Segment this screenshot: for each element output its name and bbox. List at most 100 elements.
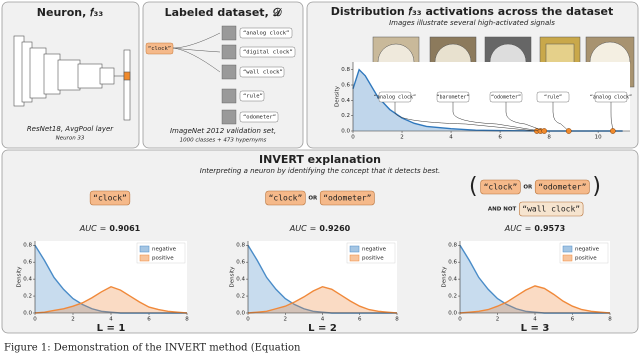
y-axis-label: Density bbox=[442, 266, 448, 288]
y-tick-label: 0.2 bbox=[236, 294, 245, 300]
image-label: “odometer” bbox=[491, 95, 521, 101]
concept-box bbox=[480, 179, 521, 195]
concept-box bbox=[518, 201, 584, 217]
y-tick-label: 0.4 bbox=[448, 277, 457, 283]
operator: OR bbox=[308, 196, 318, 202]
panel-title: INVERT explanation bbox=[259, 153, 381, 166]
concept-label: “clock” bbox=[93, 194, 127, 203]
legend-label: positive bbox=[152, 256, 174, 262]
x-tick-label: 8 bbox=[395, 317, 399, 323]
density-line bbox=[247, 285, 398, 314]
y-tick-label: 0.2 bbox=[23, 294, 32, 300]
x-tick-label: 0 bbox=[351, 135, 355, 141]
y-tick-label: 0.0 bbox=[23, 311, 32, 317]
y-tick-label: 0.8 bbox=[448, 243, 457, 249]
density-line bbox=[34, 285, 188, 314]
label-box bbox=[489, 91, 523, 103]
auc-eq: = bbox=[310, 224, 317, 233]
density-area bbox=[248, 245, 397, 313]
y-tick-label: 0.6 bbox=[23, 260, 32, 266]
y-tick-label: 0.0 bbox=[448, 311, 457, 317]
auc-label: AUC bbox=[504, 224, 522, 233]
activation-point bbox=[609, 128, 616, 134]
operator: ) bbox=[592, 174, 601, 199]
auc: AUC = 0.9573 bbox=[504, 224, 566, 233]
concept-label: “odometer” bbox=[243, 115, 276, 121]
concept-box bbox=[534, 179, 590, 195]
network-diagram bbox=[13, 35, 131, 121]
caption: 1000 classes + 473 hypernyms bbox=[180, 138, 267, 144]
concept-box bbox=[89, 190, 131, 206]
density-area bbox=[35, 245, 187, 313]
concept-box bbox=[319, 190, 375, 206]
x-tick-label: 8 bbox=[547, 135, 551, 141]
image-label: “analog clock” bbox=[374, 95, 416, 101]
image-label: “rule” bbox=[544, 95, 562, 101]
operator: AND NOT bbox=[488, 207, 517, 213]
label-box bbox=[594, 91, 628, 103]
y-tick-label: 0.8 bbox=[236, 243, 245, 249]
panel-title: Labeled dataset, 𝒟 bbox=[165, 6, 283, 19]
y-tick-label: 0.6 bbox=[448, 260, 457, 266]
x-tick-label: 6 bbox=[358, 317, 362, 323]
legend-swatch bbox=[349, 245, 360, 253]
y-tick-label: 0.4 bbox=[341, 98, 350, 104]
operator: ( bbox=[469, 174, 478, 199]
concept-label: “wall clock” bbox=[243, 70, 283, 76]
x-tick-label: 6 bbox=[498, 135, 502, 141]
legend-label: positive bbox=[362, 256, 384, 262]
y-axis-label: Density bbox=[230, 266, 236, 288]
activation-point bbox=[565, 128, 572, 134]
legend-swatch bbox=[562, 245, 573, 253]
auc-value: 0.9061 bbox=[109, 224, 140, 233]
x-tick-label: 2 bbox=[496, 317, 500, 323]
x-tick-label: 0 bbox=[458, 317, 462, 323]
connector bbox=[610, 102, 614, 132]
x-tick-label: 2 bbox=[400, 135, 404, 141]
legend-label: negative bbox=[152, 247, 177, 253]
density-line bbox=[459, 285, 611, 314]
auc-label: AUC bbox=[79, 224, 97, 233]
x-tick-label: 4 bbox=[449, 135, 453, 141]
legend-label: negative bbox=[362, 247, 387, 253]
x-tick-label: 2 bbox=[71, 317, 75, 323]
connector bbox=[394, 102, 537, 132]
chart-caption: L = 2 bbox=[308, 323, 337, 334]
concept-label: “rule” bbox=[243, 94, 263, 100]
x-tick-label: 8 bbox=[608, 317, 612, 323]
auc-eq: = bbox=[525, 224, 532, 233]
concept-label: “digital clock” bbox=[243, 50, 293, 56]
auc-label: AUC bbox=[289, 224, 307, 233]
legend-label: negative bbox=[575, 247, 600, 253]
auc-value: 0.9260 bbox=[319, 224, 350, 233]
formula-line: (“clock” OR “odometer”) bbox=[469, 174, 601, 199]
y-tick-label: 0.6 bbox=[341, 83, 350, 89]
auc: AUC = 0.9260 bbox=[289, 224, 351, 233]
panel-subtitle: Interpreting a neuron by identifying the… bbox=[200, 167, 441, 175]
x-tick-label: 4 bbox=[533, 317, 537, 323]
auc: AUC = 0.9061 bbox=[79, 224, 141, 233]
x-tick-label: 8 bbox=[185, 317, 189, 323]
auc-eq: = bbox=[100, 224, 107, 233]
chart-caption: L = 1 bbox=[97, 323, 126, 334]
auc-value: 0.9573 bbox=[534, 224, 565, 233]
formula-line: “clock” bbox=[89, 190, 131, 206]
connector bbox=[505, 102, 545, 132]
label-box bbox=[436, 91, 470, 103]
dataset-tree: “clock” “analog clock” “digital clock” “… bbox=[145, 25, 296, 125]
label-box bbox=[378, 91, 412, 103]
legend-swatch bbox=[139, 245, 150, 253]
x-tick-label: 10 bbox=[595, 135, 602, 141]
panel-title: Distribution 𝑓₃₃ activations across the … bbox=[331, 5, 614, 18]
x-tick-label: 6 bbox=[147, 317, 151, 323]
concept-box bbox=[265, 190, 306, 206]
chart-caption: L = 3 bbox=[521, 323, 550, 334]
x-tick-label: 0 bbox=[246, 317, 250, 323]
operator: OR bbox=[523, 185, 533, 191]
formula-line: “clock” OR “odometer” bbox=[265, 190, 375, 206]
x-tick-label: 4 bbox=[109, 317, 113, 323]
caption: Neuron 33 bbox=[56, 136, 85, 142]
y-tick-label: 0.0 bbox=[236, 311, 245, 317]
y-tick-label: 0.4 bbox=[23, 277, 32, 283]
